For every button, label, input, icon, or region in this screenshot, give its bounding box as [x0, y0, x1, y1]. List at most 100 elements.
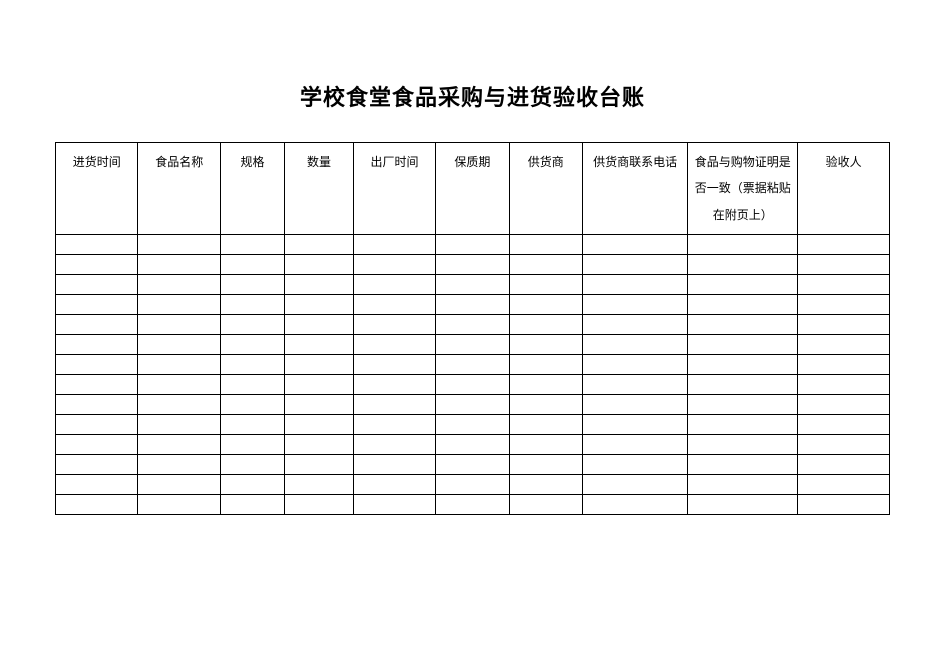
- table-cell: [138, 255, 220, 275]
- table-cell: [353, 475, 435, 495]
- ledger-table: 进货时间食品名称规格数量出厂时间保质期供货商供货商联系电话食品与购物证明是否一致…: [55, 142, 890, 515]
- table-cell: [138, 335, 220, 355]
- table-cell: [220, 395, 284, 415]
- table-cell: [285, 395, 354, 415]
- table-row: [56, 255, 890, 275]
- table-cell: [688, 295, 798, 315]
- table-cell: [436, 255, 509, 275]
- table-cell: [436, 495, 509, 515]
- table-cell: [509, 255, 582, 275]
- table-cell: [56, 495, 138, 515]
- table-cell: [688, 495, 798, 515]
- table-cell: [582, 315, 687, 335]
- table-cell: [56, 435, 138, 455]
- table-cell: [582, 495, 687, 515]
- table-cell: [436, 395, 509, 415]
- table-header-cell: 保质期: [436, 143, 509, 235]
- table-cell: [285, 375, 354, 395]
- table-cell: [798, 335, 890, 355]
- table-cell: [688, 455, 798, 475]
- table-cell: [285, 455, 354, 475]
- table-cell: [798, 395, 890, 415]
- table-cell: [285, 235, 354, 255]
- table-row: [56, 315, 890, 335]
- table-cell: [138, 275, 220, 295]
- table-cell: [138, 235, 220, 255]
- table-cell: [798, 375, 890, 395]
- table-cell: [798, 495, 890, 515]
- table-cell: [138, 475, 220, 495]
- table-cell: [436, 335, 509, 355]
- table-cell: [582, 275, 687, 295]
- table-cell: [285, 295, 354, 315]
- table-cell: [56, 455, 138, 475]
- table-cell: [353, 435, 435, 455]
- table-cell: [436, 295, 509, 315]
- table-cell: [220, 255, 284, 275]
- table-cell: [138, 415, 220, 435]
- table-cell: [509, 375, 582, 395]
- table-cell: [509, 235, 582, 255]
- table-cell: [138, 295, 220, 315]
- table-cell: [688, 375, 798, 395]
- table-cell: [56, 355, 138, 375]
- table-cell: [688, 315, 798, 335]
- table-header-cell: 供货商联系电话: [582, 143, 687, 235]
- table-cell: [220, 435, 284, 455]
- table-cell: [56, 375, 138, 395]
- table-cell: [285, 355, 354, 375]
- table-cell: [436, 355, 509, 375]
- table-cell: [509, 415, 582, 435]
- table-cell: [285, 315, 354, 335]
- table-header-cell: 出厂时间: [353, 143, 435, 235]
- table-row: [56, 415, 890, 435]
- table-cell: [688, 435, 798, 455]
- table-row: [56, 395, 890, 415]
- table-cell: [353, 255, 435, 275]
- table-cell: [138, 395, 220, 415]
- table-cell: [582, 435, 687, 455]
- table-row: [56, 235, 890, 255]
- table-cell: [220, 235, 284, 255]
- table-cell: [798, 275, 890, 295]
- table-cell: [509, 315, 582, 335]
- table-header-cell: 验收人: [798, 143, 890, 235]
- table-row: [56, 475, 890, 495]
- table-cell: [56, 395, 138, 415]
- table-row: [56, 435, 890, 455]
- table-cell: [220, 455, 284, 475]
- table-cell: [353, 415, 435, 435]
- table-cell: [582, 355, 687, 375]
- table-cell: [138, 495, 220, 515]
- table-cell: [688, 275, 798, 295]
- table-cell: [509, 295, 582, 315]
- table-cell: [56, 315, 138, 335]
- table-cell: [353, 295, 435, 315]
- table-body: [56, 235, 890, 515]
- table-cell: [509, 495, 582, 515]
- table-header-cell: 食品名称: [138, 143, 220, 235]
- table-header-cell: 进货时间: [56, 143, 138, 235]
- table-cell: [688, 475, 798, 495]
- table-cell: [353, 375, 435, 395]
- table-cell: [138, 455, 220, 475]
- table-row: [56, 355, 890, 375]
- table-cell: [582, 335, 687, 355]
- table-header-cell: 数量: [285, 143, 354, 235]
- table-cell: [798, 355, 890, 375]
- table-cell: [285, 475, 354, 495]
- table-cell: [353, 395, 435, 415]
- table-cell: [436, 275, 509, 295]
- table-cell: [436, 475, 509, 495]
- table-cell: [436, 455, 509, 475]
- table-cell: [509, 475, 582, 495]
- table-cell: [509, 355, 582, 375]
- table-row: [56, 295, 890, 315]
- table-row: [56, 375, 890, 395]
- table-cell: [582, 475, 687, 495]
- table-cell: [220, 315, 284, 335]
- table-header-cell: 规格: [220, 143, 284, 235]
- table-cell: [220, 355, 284, 375]
- table-cell: [688, 355, 798, 375]
- table-cell: [285, 435, 354, 455]
